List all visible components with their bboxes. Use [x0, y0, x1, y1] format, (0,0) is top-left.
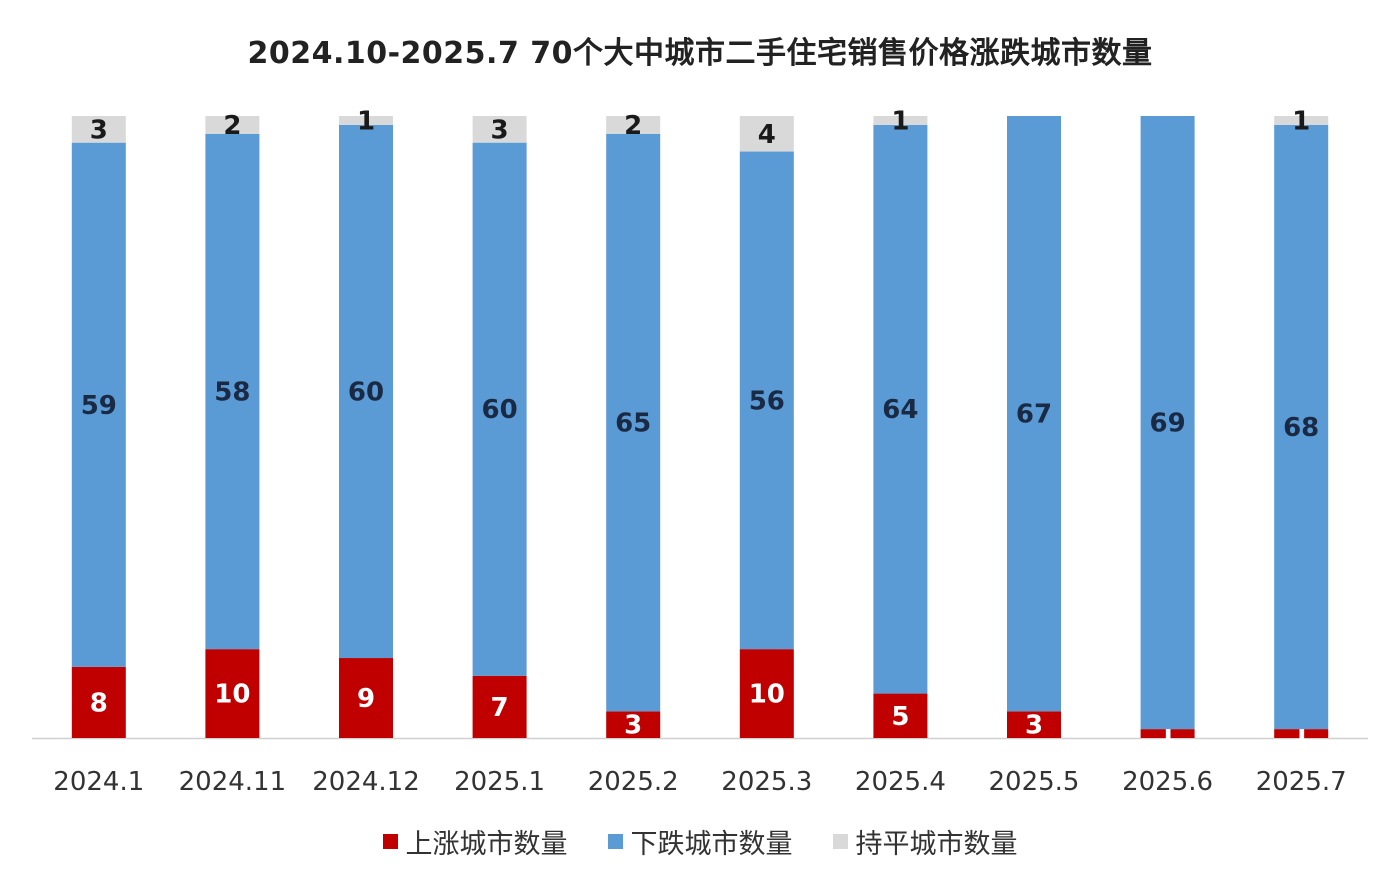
x-tick-label-2025-6: 2025.6	[1122, 767, 1213, 797]
x-tick-label-2024-1: 2024.1	[53, 767, 144, 797]
bar-rise-2024-1	[71, 666, 126, 738]
data-label-fall-2025-6: 69	[1150, 409, 1186, 439]
bar-fall-2024-12	[339, 124, 393, 659]
x-tick-label-2025-7: 2025.7	[1256, 767, 1347, 797]
x-tick-label-2025-4: 2025.4	[855, 767, 946, 797]
bar-fall-2025-2	[606, 133, 661, 712]
bar-fall-2025-7	[1274, 124, 1329, 730]
data-label-flat-2024-1: 3	[90, 115, 108, 145]
data-label-flat-2025-3: 4	[758, 120, 776, 150]
x-tick-label-2024-12: 2024.12	[312, 767, 420, 797]
bar-flat-2024-1	[71, 116, 126, 143]
bar-flat-2024-12	[339, 116, 393, 125]
bar-fall-2025-4	[873, 124, 928, 694]
bar-fall-2025-1	[472, 142, 527, 676]
x-tick-label-2025-5: 2025.5	[989, 767, 1080, 797]
legend-label-flat: 持平城市数量	[855, 829, 1018, 860]
legend-item-fall: 下跌城市数量	[607, 822, 793, 861]
data-label-fall-2024-12: 60	[348, 377, 384, 407]
data-label-rise-2025-5: 3	[1025, 711, 1043, 741]
bar-fall-2024-1	[71, 142, 126, 667]
data-label-fall-2025-5: 67	[1016, 400, 1052, 430]
data-label-fall-2024-11: 58	[214, 377, 250, 407]
data-label-flat-2025-1: 3	[491, 115, 509, 145]
bar-fall-2025-3	[739, 151, 794, 650]
data-label-rise-2024-1: 8	[90, 688, 108, 718]
data-label-rise-2024-11: 10	[214, 680, 250, 710]
x-tick-label-2025-2: 2025.2	[588, 767, 679, 797]
bar-flat-2025-4	[873, 116, 928, 125]
x-tick-label-2024-11: 2024.11	[179, 767, 287, 797]
bar-flat-2025-7	[1274, 116, 1329, 125]
legend-label-fall: 下跌城市数量	[630, 829, 793, 860]
data-label-fall-2024-1: 59	[81, 391, 117, 421]
bar-rise-2025-6	[1140, 729, 1195, 738]
bar-rise-2024-12	[339, 658, 393, 738]
data-label-flat-2025-4: 1	[891, 106, 909, 136]
bar-rise-2025-1	[472, 675, 527, 738]
bar-flat-2025-1	[472, 116, 527, 143]
data-label-rise-2024-12: 9	[357, 684, 375, 714]
data-label-flat-2024-11: 2	[223, 111, 241, 141]
legend-swatch-fall	[607, 834, 623, 849]
bar-rise-2025-7	[1274, 729, 1329, 738]
data-label-rise-2025-4: 5	[891, 702, 909, 732]
data-label-rise-2025-1: 7	[491, 693, 509, 723]
bar-rise-2025-5	[1007, 711, 1061, 738]
bar-fall-2025-6	[1140, 116, 1195, 730]
bar-rise-2025-3	[739, 649, 794, 738]
data-label-fall-2025-4: 64	[882, 395, 918, 425]
bar-rise-2025-4	[873, 693, 928, 738]
data-label-flat-2025-7: 1	[1292, 106, 1310, 136]
data-label-fall-2025-1: 60	[482, 395, 518, 425]
data-label-fall-2025-3: 56	[749, 386, 785, 416]
bar-flat-2025-2	[606, 116, 661, 134]
bar-flat-2024-11	[205, 116, 260, 134]
data-label-rise-2025-2: 3	[624, 711, 642, 741]
x-tick-label-2025-3: 2025.3	[721, 767, 812, 797]
legend-swatch-rise	[382, 834, 398, 849]
x-tick-label-2025-1: 2025.1	[454, 767, 545, 797]
data-label-flat-2024-12: 1	[357, 106, 375, 136]
data-label-fall-2025-2: 65	[615, 409, 651, 439]
legend-label-rise: 上涨城市数量	[405, 829, 568, 860]
bar-rise-2025-2	[606, 711, 661, 738]
data-label-fall-2025-7: 68	[1283, 413, 1319, 443]
legend-item-rise: 上涨城市数量	[382, 822, 568, 861]
bar-rise-2024-11	[205, 649, 260, 738]
chart-title: 2024.10-2025.7 70个大中城市二手住宅销售价格涨跌城市数量	[247, 36, 1153, 71]
bar-fall-2024-11	[205, 133, 260, 650]
data-label-rise-2025-3: 10	[749, 680, 785, 710]
legend-item-flat: 持平城市数量	[832, 822, 1018, 861]
bar-flat-2025-3	[739, 116, 794, 152]
data-label-flat-2025-2: 2	[624, 111, 642, 141]
bar-fall-2025-5	[1007, 116, 1061, 712]
legend-swatch-flat	[832, 834, 848, 849]
legend: 上涨城市数量 下跌城市数量 持平城市数量	[0, 822, 1400, 861]
